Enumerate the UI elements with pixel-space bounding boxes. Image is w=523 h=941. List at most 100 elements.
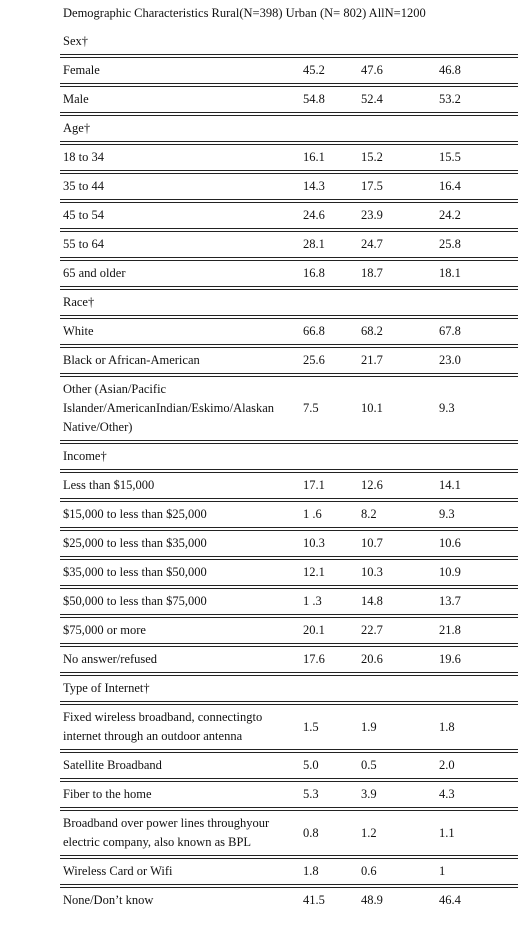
cell-value: 20.6: [358, 645, 436, 676]
cell-value: 1.8: [436, 703, 519, 753]
cell-value: 18.1: [436, 259, 519, 290]
data-row: Wireless Card or Wifi 1.8 0.6 1: [60, 857, 519, 888]
cell-value: 13.7: [436, 587, 519, 618]
table: Demographic Characteristics Rural(N=398)…: [60, 0, 519, 913]
row-label: Broadband over power lines throughyour e…: [60, 809, 300, 859]
cell-value: 10.1: [358, 375, 436, 444]
cell-value: 15.2: [358, 143, 436, 174]
cell-value: 2.0: [436, 751, 519, 782]
cell-value: 67.8: [436, 317, 519, 348]
cell-value: 24.7: [358, 230, 436, 261]
cell-value: 1.5: [300, 703, 358, 753]
cell-value: 17.5: [358, 172, 436, 203]
row-label: None/Don’t know: [63, 893, 154, 907]
cell-value: 20.1: [300, 616, 358, 647]
section-row: Age†: [60, 114, 519, 145]
data-row: Broadband over power lines throughyour e…: [60, 809, 519, 859]
section-title: Income†: [60, 442, 519, 473]
section-row: Type of Internet†: [60, 674, 519, 705]
row-label: $75,000 or more: [60, 616, 300, 647]
cell-value: 5.3: [300, 780, 358, 811]
row-label: Satellite Broadband: [60, 751, 300, 782]
cell-value: 3.9: [358, 780, 436, 811]
row-label: Male: [60, 85, 300, 116]
row-label: 35 to 44: [60, 172, 300, 203]
cell-value: 10.7: [358, 529, 436, 560]
data-row: Less than $15,000 17.1 12.6 14.1: [60, 471, 519, 502]
row-label: Other (Asian/Pacific Islander/AmericanIn…: [60, 375, 300, 444]
cell-value: 7.5: [300, 375, 358, 444]
cell-value: 41.5: [303, 893, 325, 907]
section-row: Race†: [60, 288, 519, 319]
cell-value: 10.3: [358, 558, 436, 589]
cell-value: 10.3: [300, 529, 358, 560]
cell-value: 1: [436, 857, 519, 888]
cell-value: 23.9: [358, 201, 436, 232]
cell-value: 25.6: [300, 346, 358, 377]
row-label: Fiber to the home: [60, 780, 300, 811]
section-title: Sex†: [60, 29, 519, 58]
cell-value: 14.8: [358, 587, 436, 618]
data-row: 55 to 64 28.1 24.7 25.8: [60, 230, 519, 261]
cell-value: 9.3: [436, 375, 519, 444]
row-label: 18 to 34: [60, 143, 300, 174]
cell-value: 12.1: [300, 558, 358, 589]
data-row: Fiber to the home 5.3 3.9 4.3: [60, 780, 519, 811]
row-label: Fixed wireless broadband, connectingto i…: [60, 703, 300, 753]
row-label: 55 to 64: [60, 230, 300, 261]
cell-value: 8.2: [358, 500, 436, 531]
cell-value: 5.0: [300, 751, 358, 782]
data-row: $25,000 to less than $35,000 10.3 10.7 10.6: [60, 529, 519, 560]
header-row: Demographic Characteristics Rural(N=398)…: [60, 0, 518, 29]
data-row: $75,000 or more 20.1 22.7 21.8: [60, 616, 519, 647]
cell-value: 14.3: [300, 172, 358, 203]
cell-value: 9.3: [436, 500, 519, 531]
cell-value: 1.1: [436, 809, 519, 859]
data-row: 65 and older 16.8 18.7 18.1: [60, 259, 519, 290]
data-row: Black or African-American 25.6 21.7 23.0: [60, 346, 519, 377]
cell-value: 24.2: [436, 201, 519, 232]
cell-value: 16.4: [436, 172, 519, 203]
row-label: $35,000 to less than $50,000: [60, 558, 300, 589]
cell-value: 16.8: [300, 259, 358, 290]
cell-value: 24.6: [300, 201, 358, 232]
row-label: 45 to 54: [60, 201, 300, 232]
cell-value: 0.8: [300, 809, 358, 859]
data-row: $15,000 to less than $25,000 1 .6 8.2 9.3: [60, 500, 519, 531]
cell-value: 18.7: [358, 259, 436, 290]
cell-value: 1.2: [358, 809, 436, 859]
row-label: Less than $15,000: [60, 471, 300, 502]
header-title: Demographic Characteristics Rural(N=398)…: [63, 5, 426, 20]
cell-value: 10.9: [436, 558, 519, 589]
data-row: 35 to 44 14.3 17.5 16.4: [60, 172, 519, 203]
cell-value: 19.6: [436, 645, 519, 676]
cell-value: 1 .3: [300, 587, 358, 618]
row-label: Wireless Card or Wifi: [60, 857, 300, 888]
cell-value: 12.6: [358, 471, 436, 502]
cell-value: 1.9: [358, 703, 436, 753]
data-row: No answer/refused 17.6 20.6 19.6: [60, 645, 519, 676]
cell-value: 21.8: [436, 616, 519, 647]
cell-value: 4.3: [436, 780, 519, 811]
cell-value: 66.8: [300, 317, 358, 348]
data-row: 18 to 34 16.1 15.2 15.5: [60, 143, 519, 174]
row-label: 65 and older: [60, 259, 300, 290]
row-label: $15,000 to less than $25,000: [60, 500, 300, 531]
cell-value: 45.2: [300, 56, 358, 87]
row-label: $50,000 to less than $75,000: [60, 587, 300, 618]
cell-value: 14.1: [436, 471, 519, 502]
cell-value: 15.5: [436, 143, 519, 174]
cell-value: 23.0: [436, 346, 519, 377]
cell-value: 17.1: [300, 471, 358, 502]
section-row: Sex†: [60, 29, 519, 58]
section-title: Type of Internet†: [60, 674, 519, 705]
cell-value: 21.7: [358, 346, 436, 377]
data-row: White 66.8 68.2 67.8: [60, 317, 519, 348]
data-row: $50,000 to less than $75,000 1 .3 14.8 13.7: [60, 587, 519, 618]
table-body: Demographic Characteristics Rural(N=398)…: [60, 0, 519, 913]
data-row: Female 45.2 47.6 46.8: [60, 56, 519, 87]
row-label: Black or African-American: [60, 346, 300, 377]
document: Demographic Characteristics Rural(N=398)…: [60, 0, 519, 913]
cell-value: 54.8: [300, 85, 358, 116]
row-label: Female: [60, 56, 300, 87]
